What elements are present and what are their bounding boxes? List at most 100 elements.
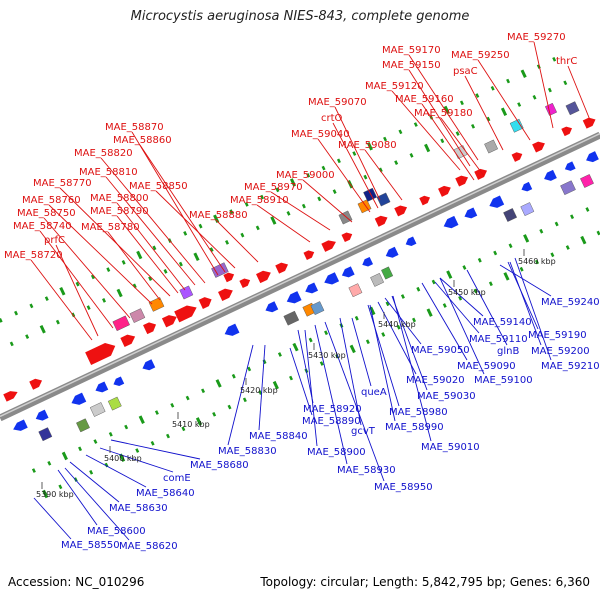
- gc-dot: [193, 252, 200, 262]
- gc-dot: [378, 167, 383, 173]
- gene-label-forward: MAE_58810: [79, 167, 138, 178]
- gene-box-forward: [509, 118, 524, 133]
- gc-dot: [136, 250, 143, 260]
- gene-box-forward: [112, 315, 130, 332]
- gc-dot: [262, 359, 267, 365]
- gc-dot: [306, 173, 311, 178]
- map-title: Microcystis aeruginosa NIES-843, complet…: [130, 9, 470, 24]
- gc-dot: [446, 270, 453, 279]
- gc-dot: [29, 303, 34, 309]
- leader-line-forward: [39, 230, 114, 329]
- gc-dot: [78, 446, 83, 452]
- leader-line-forward: [105, 176, 196, 286]
- leader-line-reverse: [351, 317, 372, 387]
- gc-dot: [102, 298, 107, 303]
- gc-dot: [86, 305, 91, 310]
- gene-box-forward: [211, 262, 229, 278]
- gene-arrow-forward: [3, 391, 18, 402]
- gene-box-forward: [179, 285, 194, 300]
- gene-box-reverse: [76, 418, 90, 433]
- tick-label: 5390 kbp: [36, 490, 74, 499]
- gene-label-forward: MAE_59170: [382, 45, 441, 56]
- leader-line-forward: [131, 131, 219, 276]
- gc-dot: [289, 178, 297, 187]
- gene-arrow-forward: [374, 215, 388, 227]
- gene-label-forward: MAE_59180: [414, 108, 473, 119]
- gene-arrow-reverse: [586, 151, 599, 163]
- leader-line-reverse: [367, 304, 400, 407]
- gc-dot: [89, 469, 94, 475]
- gene-label-forward: MAE_58870: [105, 122, 164, 133]
- gc-dot: [381, 332, 386, 337]
- tick-label: 5430 kbp: [308, 351, 346, 360]
- leader-line-forward: [270, 191, 331, 231]
- gene-label-forward: MAE_58910: [230, 195, 289, 206]
- gene-label-forward: MAE_58780: [81, 222, 140, 233]
- gene-arrow-reverse: [142, 359, 156, 371]
- gc-dot: [119, 453, 126, 462]
- gc-dot: [152, 245, 157, 251]
- gc-dot: [124, 424, 129, 430]
- gene-label-reverse: glnB: [497, 346, 519, 357]
- gene-arrow-forward: [161, 315, 177, 328]
- gene-box-reverse: [580, 174, 594, 188]
- gene-label-reverse: MAE_59200: [531, 346, 590, 357]
- gc-dot: [486, 116, 491, 122]
- gene-labels: MAE_59270 MAE_59170 MAE_59250 MAE_59150 thrC…: [4, 32, 600, 552]
- gene-label-forward: MAE_59250: [451, 50, 510, 61]
- gene-box-forward: [453, 145, 468, 160]
- gene-label-reverse: queA: [361, 387, 387, 398]
- leader-line-reverse: [314, 324, 348, 465]
- leader-line-forward: [440, 117, 485, 177]
- gene-label-forward: psaC: [453, 66, 478, 77]
- gc-dot: [289, 375, 293, 381]
- leader-line-reverse: [57, 469, 98, 526]
- backbone-layer: [0, 131, 600, 422]
- leader-line-reverse: [392, 295, 432, 442]
- gc-dot: [58, 484, 63, 490]
- gene-label-reverse: comE: [163, 473, 191, 484]
- gene-arrow-reverse: [544, 169, 557, 181]
- gc-dot: [416, 286, 421, 292]
- leader-line-reverse: [434, 281, 480, 334]
- gene-arrow-reverse: [341, 266, 355, 278]
- gene-label-reverse: MAE_58620: [119, 541, 178, 552]
- leader-line-forward: [100, 157, 206, 284]
- gc-dot: [365, 339, 370, 345]
- gc-dot: [539, 228, 544, 234]
- gene-label-reverse: MAE_59240: [541, 297, 600, 308]
- gene-box-forward: [338, 210, 353, 225]
- gene-arrow-reverse: [564, 161, 576, 171]
- leader-line-forward: [139, 144, 226, 273]
- gene-label-forward: MAE_58850: [129, 181, 188, 192]
- tick-label: 5420 kbp: [240, 386, 278, 395]
- gc-dot: [440, 138, 445, 144]
- gene-arrow-forward: [438, 185, 451, 197]
- gene-arrow-forward: [198, 297, 212, 309]
- gene-arrow-reverse: [305, 282, 319, 294]
- gene-label-reverse: MAE_58680: [190, 460, 249, 471]
- tick-label: 5410 kbp: [172, 420, 210, 429]
- gc-dot: [272, 380, 279, 390]
- gene-label-reverse: MAE_58890: [302, 416, 361, 427]
- gc-dot: [47, 460, 52, 466]
- leader-line-forward: [391, 90, 461, 171]
- gene-label-forward: MAE_58790: [90, 206, 149, 217]
- gene-label-forward: MAE_58740: [13, 221, 72, 232]
- gene-label-reverse: MAE_58830: [218, 446, 277, 457]
- gc-dot: [317, 196, 322, 202]
- gene-arrow-forward: [321, 240, 336, 252]
- leader-line-forward: [408, 54, 479, 161]
- leader-line-forward: [317, 138, 371, 213]
- gene-arrow-reverse: [13, 419, 28, 431]
- leader-line-forward: [48, 204, 153, 305]
- gc-dot: [229, 209, 234, 214]
- gene-arrow-forward: [561, 126, 573, 137]
- gene-arrow-reverse: [286, 291, 302, 304]
- gc-dot: [213, 214, 220, 224]
- gc-dot: [135, 448, 140, 453]
- leader-line-reverse: [297, 329, 314, 404]
- gc-dot: [585, 207, 590, 212]
- gc-dot: [506, 78, 511, 84]
- gc-dot: [270, 216, 277, 225]
